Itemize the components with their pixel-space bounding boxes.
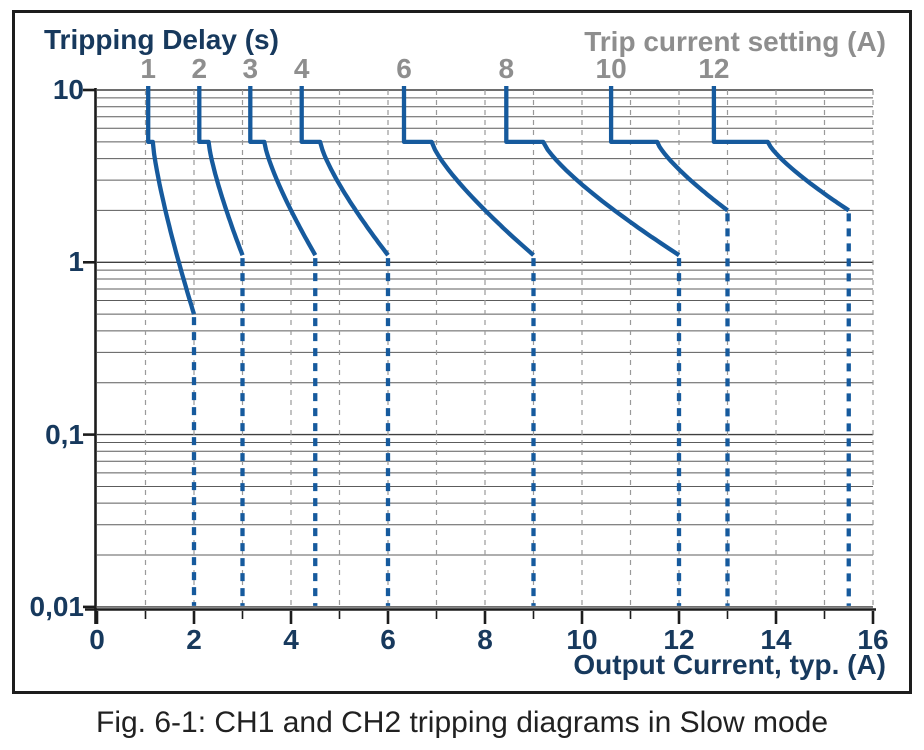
x-tick-label-2: 2 bbox=[186, 624, 202, 655]
trip-curve-8 bbox=[504, 86, 681, 257]
trip-setting-label-10: 10 bbox=[595, 53, 627, 84]
trip-setting-label-12: 12 bbox=[698, 53, 730, 84]
top-axis-title: Trip current setting (A) bbox=[584, 26, 886, 57]
trip-setting-label-8: 8 bbox=[498, 53, 515, 84]
trip-setting-label-4: 4 bbox=[293, 53, 310, 84]
tripping-diagram-plot bbox=[83, 86, 876, 624]
x-tick-label-14: 14 bbox=[760, 624, 792, 655]
trip-curve-10 bbox=[608, 86, 729, 213]
trip-curve-4 bbox=[299, 86, 390, 257]
x-tick-label-0: 0 bbox=[89, 624, 105, 655]
y-tick-label-10: 10 bbox=[52, 74, 84, 105]
trip-setting-label-6: 6 bbox=[396, 53, 412, 84]
x-axis-title: Output Current, typ. (A) bbox=[573, 649, 886, 680]
figure-caption: Fig. 6-1: CH1 and CH2 tripping diagrams … bbox=[96, 706, 828, 739]
trip-setting-label-3: 3 bbox=[242, 53, 259, 84]
x-tick-label-6: 6 bbox=[380, 624, 396, 655]
x-tick-label-10: 10 bbox=[566, 624, 598, 655]
y-tick-label-1: 1 bbox=[68, 246, 84, 278]
x-tick-label-16: 16 bbox=[857, 624, 889, 655]
trip-curve-2 bbox=[197, 86, 245, 256]
trip-curve-6 bbox=[401, 86, 535, 257]
x-tick-label-4: 4 bbox=[283, 624, 299, 655]
trip-curve-12 bbox=[711, 86, 850, 213]
trip-curve-3 bbox=[248, 86, 318, 257]
y-tick-label-0,01: 0,01 bbox=[29, 590, 85, 622]
x-tick-label-12: 12 bbox=[663, 624, 695, 655]
trip-setting-label-1: 1 bbox=[140, 53, 156, 84]
trip-curve-1 bbox=[146, 86, 197, 315]
y-axis-title: Tripping Delay (s) bbox=[44, 24, 279, 55]
y-tick-label-0,1: 0,1 bbox=[45, 418, 84, 450]
x-tick-label-8: 8 bbox=[477, 624, 493, 655]
trip-setting-label-2: 2 bbox=[191, 53, 208, 84]
